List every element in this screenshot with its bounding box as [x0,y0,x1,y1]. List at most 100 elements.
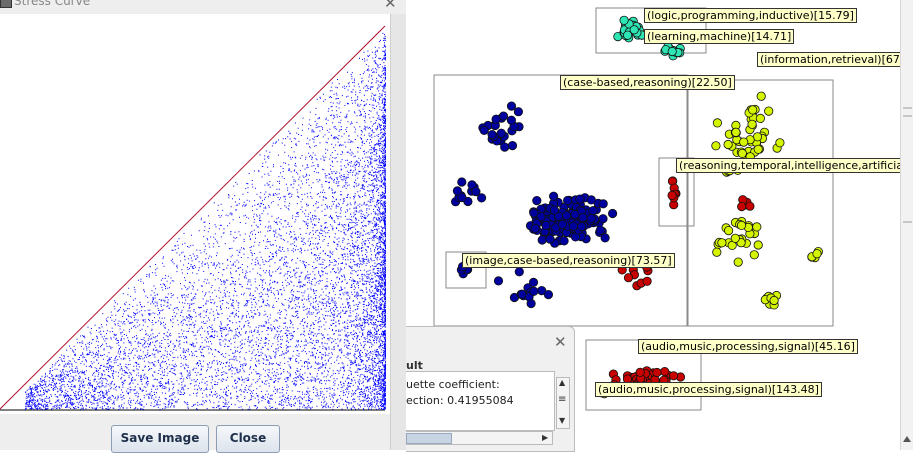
cluster-label-image[interactable]: (image,case-based,reasoning)[73.57] [462,253,675,268]
stress-curve-titlebar[interactable]: Stress Curve ✕ [0,0,406,14]
result-horizontal-scrollbar[interactable]: ▶ [406,431,553,445]
scatter-point [536,212,546,222]
result-vertical-scrollbar[interactable]: ▲ ≡ ▼ [556,377,570,429]
scatter-point [711,141,721,151]
scroll-right-icon[interactable]: ▶ [542,433,549,442]
scatter-point [586,195,596,205]
scatter-point [537,235,547,245]
scatter-point [507,141,518,151]
scatter-point [749,250,759,260]
scatter-point [745,201,755,211]
cluster-label-information[interactable]: (information,retrieval)[67.5 [757,52,900,67]
scroll-up-icon[interactable]: ▲ [559,378,566,387]
scatter-point [723,226,734,236]
scatter-point [586,213,596,223]
scatter-point [452,186,463,196]
scatter-point [557,219,567,229]
scatter-point [477,193,487,203]
scatter-point [667,46,677,57]
scatter-point [668,371,679,381]
scatter-point [517,289,527,299]
scatter-point [530,223,540,234]
scatter-point [457,177,467,187]
scatter-point [748,105,758,115]
scatter-point [528,277,539,287]
scatter-point [578,213,588,223]
scatter-point [753,240,763,250]
scatter-point [513,107,524,117]
scatter-point [769,295,779,306]
result-window: ✕ ult uette coefficient: ection: 0.41955… [406,326,575,452]
save-image-button[interactable]: Save Image [111,425,209,453]
scatter-point [635,367,645,377]
scatter-point [812,249,822,259]
scatter-point [730,233,740,243]
scatter-point [652,367,662,378]
cluster-label-audio-1[interactable]: (audio,music,processing,signal)[45.16] [638,339,858,354]
scatter-point [457,192,467,203]
silhouette-label: uette coefficient: [406,378,500,391]
scatter-point [568,221,578,231]
result-text-area[interactable]: uette coefficient: ection: 0.41955084 [406,371,555,431]
scrollbar-marks [903,107,912,442]
scatter-point [500,142,510,152]
scatter-point [712,247,722,257]
scatter-point [642,276,652,286]
scatter-point [598,199,608,209]
scatter-point [570,210,580,220]
scatter-point [619,15,629,25]
vertical-scrollbar[interactable] [900,0,913,450]
diagonal-line [0,25,386,410]
scatter-point [723,139,733,150]
scatter-point [733,257,743,267]
cluster-label-learning[interactable]: (learning,machine)[14.71] [644,29,795,44]
scroll-thumb[interactable] [406,433,452,444]
scatter-point [717,238,727,248]
cluster-label-audio-2[interactable]: (audio,music,processing,signal)[143.48] [595,382,822,397]
scatter-point [755,113,765,124]
silhouette-value: ection: 0.41955084 [406,394,514,407]
scatter-point [493,276,504,286]
scatter-point [506,101,517,111]
cluster-box-image [445,251,487,289]
scatter-point [487,130,497,140]
scatter-point [753,144,763,154]
close-icon[interactable]: ✕ [384,0,397,12]
scatter-point [739,137,749,147]
scatter-point [541,220,551,230]
close-icon[interactable]: ✕ [554,333,567,351]
cluster-label-case-based[interactable]: (case-based,reasoning)[22.50] [560,75,735,90]
scroll-thumb[interactable]: ≡ [558,394,567,405]
scatter-point [736,220,747,230]
scatter-point [529,286,539,296]
scatter-point [545,234,555,244]
scatter-point [491,114,501,124]
stress-curve-canvas [0,25,386,411]
scatter-point [577,221,587,232]
scatter-point [532,196,542,206]
scatter-point [514,267,524,277]
scatter-point [575,194,585,204]
scatter-point [737,202,747,212]
scatter-point [712,118,722,128]
scroll-down-icon[interactable]: ▼ [559,416,566,425]
stress-curve-window: Stress Curve ✕ Save Image Close [0,0,407,453]
scatter-point [543,289,553,300]
close-button[interactable]: Close [216,425,280,453]
scatter-point [529,208,539,218]
cluster-scatter-plot: (logic,programming,inductive)[15.79] (le… [406,0,900,450]
scatter-point [623,30,633,40]
cluster-label-reasoning[interactable]: (reasoning,temporal,intelligence,artific… [676,158,900,173]
cluster-label-logic[interactable]: (logic,programming,inductive)[15.79] [644,8,857,23]
result-heading: ult [406,359,423,372]
stress-point-cloud [25,32,386,411]
scatter-point [479,125,489,135]
scatter-point [660,366,670,377]
scatter-point [667,190,677,200]
scatter-point [747,119,757,129]
scatter-point [752,222,762,232]
stress-curve-title: Stress Curve [14,0,91,8]
scatter-point [562,211,572,221]
scatter-point [563,195,573,206]
cluster-box-information [687,79,834,327]
